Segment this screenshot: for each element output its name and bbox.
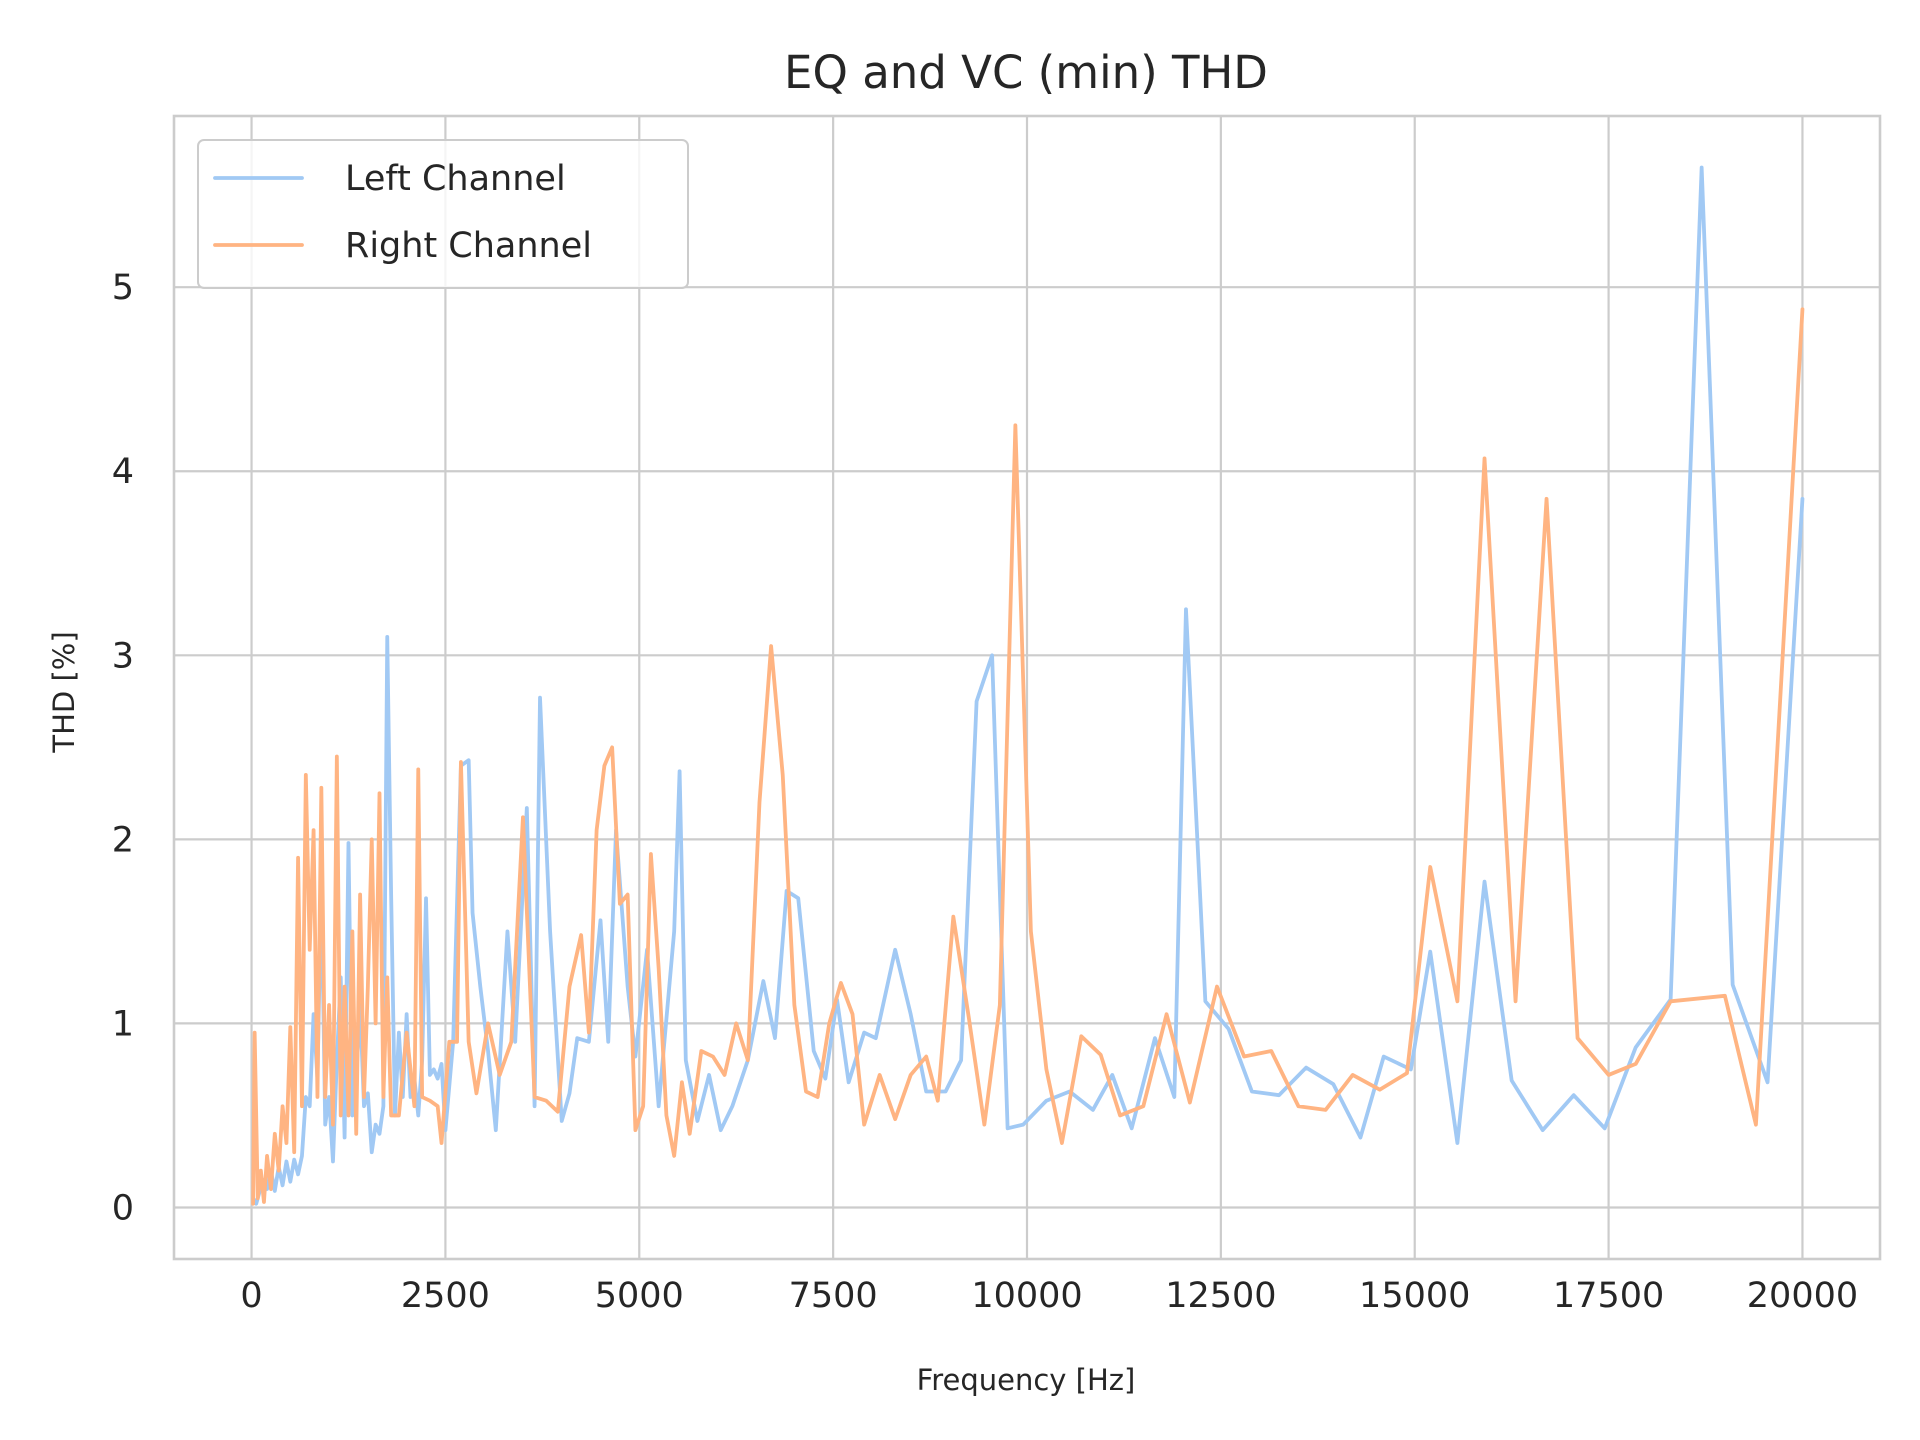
y-tick-label: 0 <box>112 1188 134 1228</box>
y-tick-label: 3 <box>112 636 134 676</box>
x-tick-label: 10000 <box>971 1276 1082 1316</box>
y-tick-label: 5 <box>112 268 134 308</box>
legend-box <box>197 139 689 289</box>
x-tick-label: 12500 <box>1165 1276 1276 1316</box>
tick-labels: 0 2500 5000 7500 10000 12500 15000 17500 20000 0 1… <box>112 268 1858 1316</box>
legend-label-right-channel: Right Channel <box>345 226 592 266</box>
x-tick-label: 2500 <box>401 1276 490 1316</box>
x-tick-label: 17500 <box>1553 1276 1664 1316</box>
plot-series <box>251 165 1805 1206</box>
y-tick-label: 4 <box>112 452 134 492</box>
x-tick-label: 15000 <box>1359 1276 1470 1316</box>
legend: Left Channel Right Channel <box>197 139 689 289</box>
plot-frame <box>172 114 1882 1261</box>
x-tick-label: 20000 <box>1747 1276 1858 1316</box>
x-axis-label: Frequency [Hz] <box>917 1363 1136 1397</box>
chart-title: EQ and VC (min) THD <box>784 46 1268 99</box>
y-tick-label: 1 <box>112 1004 134 1044</box>
series-line-left-channel <box>251 165 1805 1206</box>
x-tick-label: 0 <box>240 1276 262 1316</box>
y-axis-label: THD [%] <box>47 631 81 753</box>
y-tick-label: 2 <box>112 820 134 860</box>
x-tick-label: 7500 <box>789 1276 878 1316</box>
series-line-right-channel <box>251 307 1805 1206</box>
x-tick-label: 5000 <box>595 1276 684 1316</box>
legend-label-left-channel: Left Channel <box>345 159 566 199</box>
